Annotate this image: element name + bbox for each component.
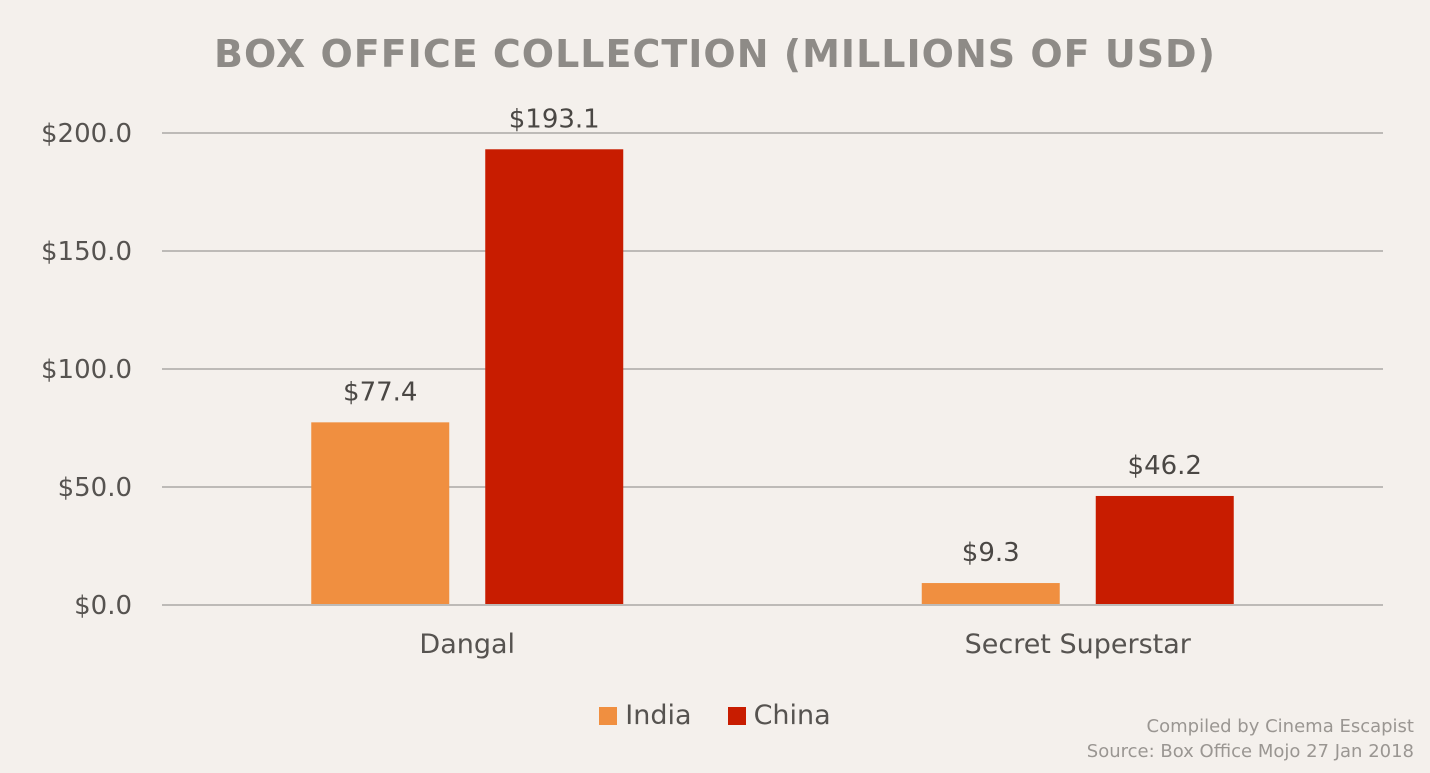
bar-china-1 <box>1095 495 1234 605</box>
data-label-india-0: $77.4 <box>343 377 417 407</box>
legend-swatch-china <box>727 706 746 725</box>
credits-compiled-by: Compiled by Cinema Escapist <box>1146 716 1414 737</box>
x-category-label: Dangal <box>419 629 515 660</box>
y-tick-label: $150.0 <box>41 237 132 267</box>
data-label-china-0: $193.1 <box>509 104 600 134</box>
legend-swatch-india <box>599 706 618 725</box>
x-category-label: Secret Superstar <box>965 629 1192 660</box>
chart-title: BOX OFFICE COLLECTION (MILLIONS OF USD) <box>214 32 1216 76</box>
y-tick-label: $100.0 <box>41 355 132 385</box>
chart-legend: India China <box>0 700 1430 731</box>
bar-china-0 <box>485 149 624 605</box>
legend-label-china: China <box>753 700 831 731</box>
y-tick-label: $200.0 <box>41 119 132 149</box>
legend-label-india: India <box>625 700 692 731</box>
y-tick-label: $0.0 <box>74 591 132 621</box>
bar-india-1 <box>921 583 1060 605</box>
y-tick-label: $50.0 <box>58 473 132 503</box>
bar-india-0 <box>311 422 450 605</box>
data-label-china-1: $46.2 <box>1128 451 1202 481</box>
chart-credits: Compiled by Cinema Escapist Source: Box … <box>1087 714 1414 764</box>
data-label-india-1: $9.3 <box>962 538 1020 568</box>
legend-item-india: India <box>599 700 692 731</box>
legend-item-china: China <box>727 700 831 731</box>
credits-source: Source: Box Office Mojo 27 Jan 2018 <box>1086 741 1414 762</box>
